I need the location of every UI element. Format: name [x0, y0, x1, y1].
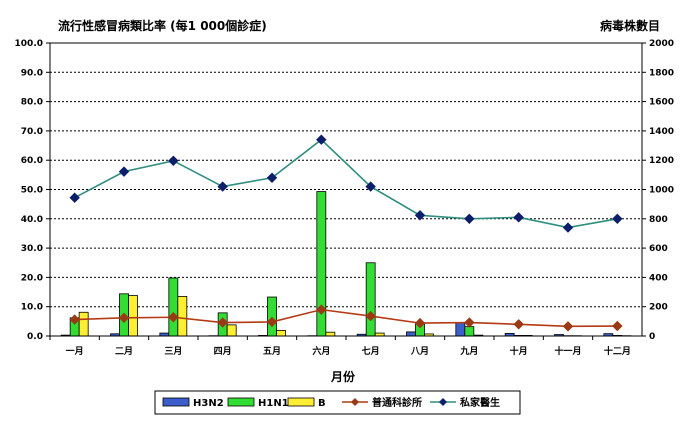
line-2-point-12: [612, 213, 623, 225]
line-series-1: [74, 308, 618, 328]
legend-label: H3N2: [193, 398, 224, 409]
right-tick-label: 1600: [649, 98, 674, 108]
bar-h1n1-5: [267, 296, 277, 337]
bar-h3n2-8: [406, 331, 416, 337]
line-2-point-6: [316, 134, 327, 145]
legend-label: 普通科診所: [372, 396, 422, 409]
legend: H3N2 H1N1 B 普通科診所 私家醫生: [154, 390, 521, 415]
legend-swatch-b: [287, 397, 315, 407]
legend-marker: [351, 398, 359, 406]
left-tick-label: 90.0: [21, 68, 43, 78]
line-2-point-3: [168, 155, 179, 166]
left-tick-label: 20.0: [21, 273, 43, 283]
x-tick-label: 九月: [459, 345, 478, 357]
legend-label: B: [318, 398, 326, 409]
right-axis-label: 病毒株數目: [600, 18, 660, 33]
bar-h1n1-7: [365, 262, 376, 337]
gridlines: [50, 71, 642, 308]
bar-b-5: [276, 330, 286, 337]
bar-b-3: [177, 296, 188, 337]
right-tick-label: 2000: [649, 39, 674, 49]
line-series-group: [69, 134, 623, 332]
right-tick-label: 600: [649, 244, 668, 254]
x-tick-label: 五月: [263, 346, 281, 357]
x-tick-label: 一月: [66, 346, 84, 357]
line-1-point-7: [365, 310, 376, 322]
right-y-axis-ticks: 0 200 400 600 800 1000 1200 1400 1600 1800 2000: [642, 39, 674, 342]
left-tick-label: 60.0: [21, 156, 43, 166]
left-tick-label: 0.0: [27, 332, 43, 342]
line-1-point-4: [217, 317, 228, 328]
line-2-point-11: [562, 222, 574, 233]
x-tick-label: 六月: [312, 345, 330, 357]
line-1-point-3: [168, 312, 179, 323]
right-tick-label: 1200: [649, 156, 674, 166]
line-1-point-6: [316, 304, 327, 315]
chart-title: 流行性感冒病類比率 (每1 000個診症): [58, 18, 267, 33]
line-2-point-8: [414, 210, 426, 221]
bar-b-4: [226, 324, 237, 337]
left-tick-label: 50.0: [21, 186, 43, 196]
bar-h1n1-9: [464, 326, 475, 337]
line-series-2: [74, 138, 618, 229]
x-tick-label: 二月: [115, 346, 133, 357]
x-tick-label: 十一月: [554, 345, 581, 357]
plot-frame: [49, 42, 643, 337]
line-1-point-10: [513, 319, 524, 330]
legend-box: [154, 390, 521, 415]
left-tick-label: 80.0: [21, 98, 43, 108]
right-tick-label: 1000: [649, 186, 674, 196]
x-tick-label: 八月: [410, 346, 429, 357]
line-2-point-9: [464, 213, 475, 225]
x-tick-label: 十二月: [604, 345, 631, 357]
right-tick-label: 1800: [649, 68, 674, 78]
bar-h3n2-9: [455, 322, 466, 337]
x-axis-labels: 一月 二月 三月 四月 五月 六月 七月 八月 九月 十月 十一月 十二月: [49, 336, 631, 357]
x-axis-label: 月份: [330, 369, 356, 384]
legend-marker: [439, 398, 447, 406]
line-1-point-2: [118, 312, 130, 324]
bar-b-6: [325, 331, 336, 337]
x-tick-label: 四月: [214, 346, 232, 357]
line-2-point-4: [217, 181, 228, 192]
left-y-axis-ticks: 0.0 10.0 20.0 30.0 40.0 50.0 60.0 70.0 80.0 90.0 1…: [15, 39, 50, 342]
x-tick-label: 三月: [164, 346, 182, 357]
legend-swatch-h3n2: [162, 397, 190, 407]
left-tick-label: 70.0: [21, 127, 43, 137]
left-tick-label: 10.0: [21, 303, 43, 313]
x-tick-label: 十月: [510, 345, 528, 357]
line-1-point-12: [612, 320, 623, 332]
line-1-point-8: [414, 317, 426, 329]
right-tick-label: 1400: [649, 127, 674, 137]
line-1-point-11: [562, 321, 574, 332]
right-tick-label: 400: [649, 273, 668, 283]
bar-h1n1-3: [168, 277, 179, 337]
right-tick-label: 800: [649, 215, 668, 225]
line-1-point-5: [266, 316, 278, 328]
line-1-point-1: [69, 314, 80, 325]
bar-b-1: [78, 311, 89, 337]
line-2-point-10: [513, 212, 524, 223]
line-1-point-9: [464, 317, 475, 328]
bar-series-group: [60, 191, 632, 337]
left-tick-label: 30.0: [21, 244, 43, 254]
legend-label: H1N1: [258, 398, 289, 409]
x-tick-label: 七月: [362, 345, 380, 357]
legend-swatch-h1n1: [227, 397, 255, 407]
line-2-point-1: [69, 192, 80, 203]
line-2-point-7: [365, 181, 376, 192]
bar-b-2: [128, 295, 138, 337]
right-tick-label: 0: [649, 332, 655, 342]
line-2-point-5: [266, 172, 278, 183]
left-tick-label: 100.0: [15, 39, 43, 49]
right-tick-label: 200: [649, 303, 668, 313]
line-2-point-2: [118, 166, 130, 177]
legend-label: 私家醫生: [459, 396, 500, 409]
left-tick-label: 40.0: [21, 215, 43, 225]
